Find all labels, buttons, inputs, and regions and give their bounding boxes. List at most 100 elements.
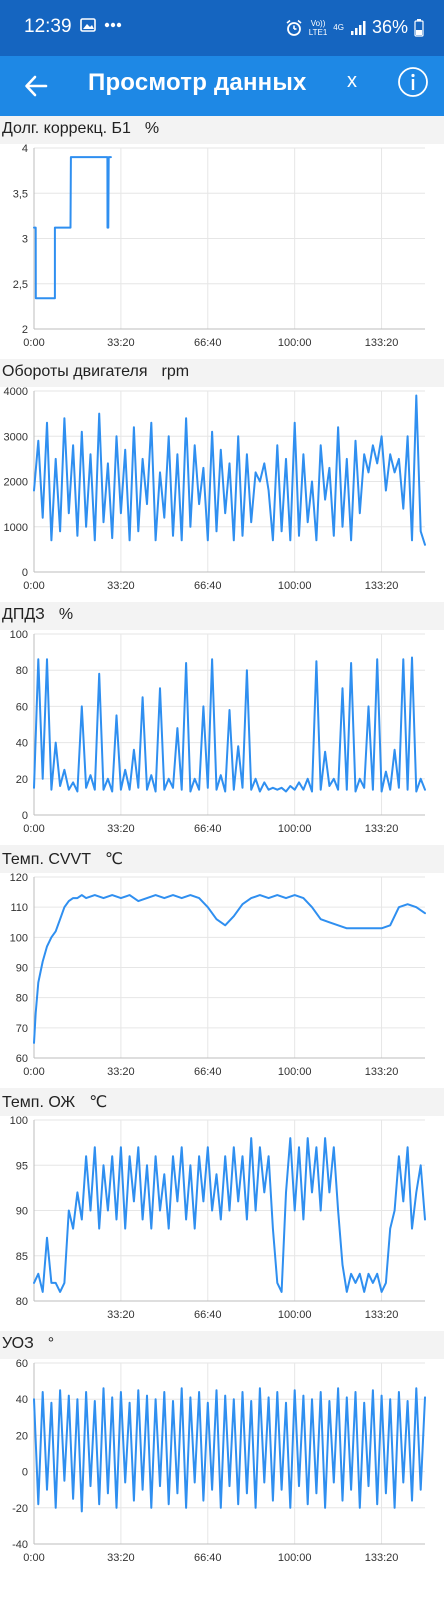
y-tick-label: 95 (16, 1160, 28, 1172)
chart-plot: 0 20 40 60 80 100 0:00 33:20 66:40 100:00 133:20 (10, 629, 426, 835)
y-tick-label: 0 (22, 567, 28, 579)
y-tick-label: 3,5 (13, 188, 28, 200)
y-tick-label: 3 (22, 234, 28, 246)
x-tick-label: 66:40 (194, 1552, 222, 1564)
chart-title-text: ДПДЗ (2, 606, 45, 623)
y-tick-label: 40 (16, 738, 28, 750)
x-tick-label: 0:00 (23, 823, 44, 835)
y-tick-label: 60 (16, 1358, 28, 1370)
y-tick-label: 4000 (4, 386, 28, 398)
x-tick-label: 0:00 (23, 580, 44, 592)
y-tick-label: 1000 (4, 522, 28, 534)
chart-header: Темп. CVVT ℃ (0, 845, 444, 873)
series-line (33, 894, 426, 1044)
page-title: Просмотр данных (88, 69, 307, 96)
info-icon[interactable] (397, 66, 429, 98)
chart-header: УОЗ ° (0, 1331, 444, 1359)
x-tick-label: 0:00 (23, 1552, 44, 1564)
chart-plot: 2 2,5 3 3,5 4 0:00 33:20 66:40 100:00 133:20 (13, 143, 425, 349)
y-tick-label: 60 (16, 701, 28, 713)
y-tick-label: 20 (16, 1430, 28, 1442)
chart-title-text: Долг. коррекц. Б1 (2, 120, 131, 137)
y-tick-label: 70 (16, 1023, 28, 1035)
chart-title-text: Темп. ОЖ (2, 1094, 76, 1111)
y-tick-label: 80 (16, 993, 28, 1005)
chart-header: Темп. ОЖ ℃ (0, 1088, 444, 1116)
chart-throttle: ДПДЗ% 0 20 40 60 80 100 0:00 33:20 66:40 100:00 13… (0, 602, 444, 845)
series-line (33, 1387, 426, 1513)
y-tick-label: 100 (10, 629, 28, 641)
chart-engine-rpm: Обороты двигателя rpm 0 1000 2000 3000 4000 0:… (0, 359, 444, 602)
x-tick-label: 33:20 (107, 1309, 135, 1321)
chart-header: ДПДЗ% (0, 602, 444, 630)
x-tick-label: 133:20 (365, 337, 399, 349)
x-tick-label: 66:40 (194, 337, 222, 349)
alarm-icon (286, 19, 302, 36)
image-icon (80, 18, 96, 32)
x-tick-label: 33:20 (107, 1552, 135, 1564)
chart-plot: 0 1000 2000 3000 4000 0:00 33:20 66:40 100:00 133… (4, 386, 426, 592)
y-tick-label: 80 (16, 1296, 28, 1308)
network-indicator: Vo)) LTE1 (309, 19, 328, 37)
signal-type: 4G (333, 23, 344, 32)
y-tick-label: 2 (22, 324, 28, 336)
y-tick-label: -40 (12, 1539, 28, 1551)
x-tick-label: 133:20 (365, 580, 399, 592)
y-tick-label: 120 (10, 872, 28, 884)
chart-title: ДПДЗ% (2, 606, 73, 624)
chart-coolant-temp: Темп. ОЖ ℃ 80 85 90 95 100 33:20 66:40 100:00 133… (0, 1088, 444, 1331)
status-left-icons (80, 18, 122, 32)
y-tick-label: 0 (22, 810, 28, 822)
chart-unit: ℃ (89, 1094, 108, 1111)
network-bottom: LTE1 (308, 27, 328, 37)
series-line (33, 394, 426, 546)
x-tick-label: 133:20 (365, 1552, 399, 1564)
chart-title: УОЗ ° (2, 1335, 54, 1353)
chart-title-text: УОЗ (2, 1335, 34, 1352)
network-top: Vo)) (310, 18, 326, 28)
dots-icon (104, 22, 122, 28)
x-tick-label: 133:20 (365, 1309, 399, 1321)
chart-plot: 60 70 80 90 100 110 120 0:00 33:20 66:40 100:00 133… (10, 872, 426, 1078)
y-tick-label: 4 (22, 143, 28, 155)
y-tick-label: 80 (16, 665, 28, 677)
chart-unit: ° (47, 1335, 55, 1352)
close-button[interactable]: x (347, 70, 357, 92)
chart-unit: rpm (161, 363, 190, 380)
x-tick-label: 100:00 (278, 1552, 312, 1564)
y-tick-label: 90 (16, 1206, 28, 1218)
series-line (33, 156, 112, 300)
back-button[interactable] (18, 68, 54, 104)
chart-title: Обороты двигателя rpm (2, 363, 189, 381)
x-tick-label: 66:40 (194, 823, 222, 835)
chart-plot: 80 85 90 95 100 33:20 66:40 100:00 133:20 (10, 1115, 426, 1321)
y-tick-label: 2000 (4, 477, 28, 489)
series-line (33, 656, 426, 793)
chart-header: Обороты двигателя rpm (0, 359, 444, 387)
chart-title-text: Темп. CVVT (2, 851, 91, 868)
x-tick-label: 100:00 (278, 823, 312, 835)
chart-cvvt-temp: Темп. CVVT ℃ 60 70 80 90 100 110 120 0:00 33:20 66… (0, 845, 444, 1088)
x-tick-label: 100:00 (278, 337, 312, 349)
chart-unit: % (58, 606, 74, 623)
chart-title-text: Обороты двигателя (2, 363, 148, 380)
chart-title: Темп. ОЖ ℃ (2, 1092, 107, 1112)
y-tick-label: 20 (16, 774, 28, 786)
x-tick-label: 100:00 (278, 1066, 312, 1078)
y-tick-label: 85 (16, 1251, 28, 1263)
y-tick-label: 90 (16, 963, 28, 975)
y-tick-label: 100 (10, 1115, 28, 1127)
chart-header: Долг. коррекц. Б1% (0, 116, 444, 144)
chart-unit: ℃ (105, 851, 123, 868)
x-tick-label: 100:00 (278, 580, 312, 592)
y-tick-label: 110 (10, 902, 28, 914)
y-tick-label: 2,5 (13, 279, 28, 291)
chart-title: Темп. CVVT ℃ (2, 849, 123, 869)
chart-unit: % (144, 120, 160, 137)
chart-title: Долг. коррекц. Б1% (2, 120, 159, 138)
y-tick-label: -20 (12, 1503, 28, 1515)
x-tick-label: 0:00 (23, 1066, 44, 1078)
y-tick-label: 100 (10, 932, 28, 944)
x-tick-label: 33:20 (107, 823, 135, 835)
app-bar: Просмотр данных x (0, 56, 444, 116)
